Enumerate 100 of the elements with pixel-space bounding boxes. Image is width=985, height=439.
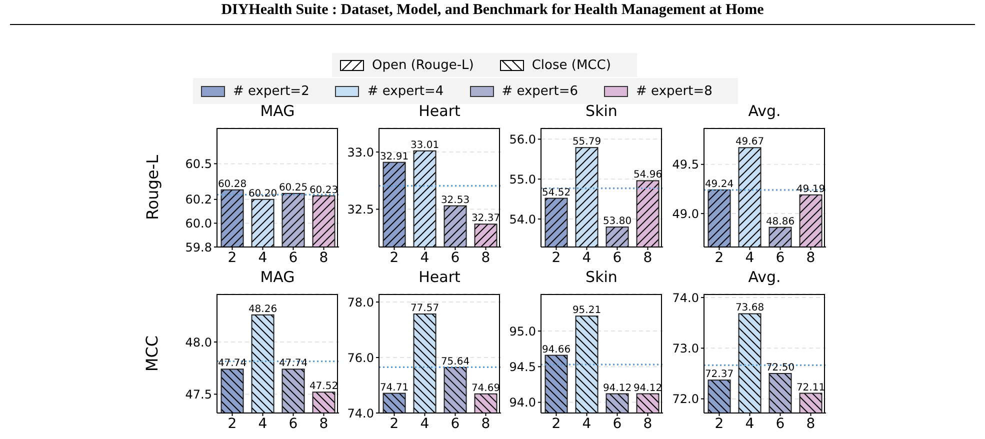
data-label: 72.50: [766, 362, 795, 374]
text: # expert=8: [636, 84, 712, 98]
y-tick-label: 59.8: [185, 240, 212, 254]
x-tick-label: 8: [806, 250, 816, 266]
x-tick-label: 4: [258, 416, 268, 432]
text: # expert=2: [233, 84, 310, 98]
chart-title: Skin: [584, 102, 618, 120]
data-label: 60.25: [278, 182, 308, 194]
data-label: 60.20: [248, 188, 278, 200]
y-tick-label: 49.5: [672, 158, 699, 172]
y-axis-title: Rouge-L: [142, 154, 162, 220]
data-label: 48.26: [248, 304, 278, 315]
y-tick-label: 49.0: [672, 206, 699, 221]
x-tick-label: 2: [228, 250, 237, 266]
data-label: 47.52: [309, 381, 338, 392]
y-tick-label: 32.5: [347, 202, 374, 216]
x-tick-label: 2: [552, 416, 561, 432]
x-tick-label: 4: [582, 416, 592, 432]
data-label: 47.74: [218, 358, 247, 370]
chart-title: Skin: [584, 268, 618, 286]
chart-title: Heart: [418, 268, 462, 286]
x-tick-label: 4: [582, 250, 592, 266]
y-tick-label: 94.0: [509, 396, 536, 410]
y-tick-label: 54.0: [509, 212, 536, 226]
x-tick-label: 4: [745, 416, 754, 432]
y-axis-title: MCC: [142, 335, 162, 372]
y-tick-label: 73.0: [672, 341, 699, 356]
x-tick-label: 4: [420, 416, 430, 432]
x-tick-label: 2: [228, 416, 237, 432]
x-tick-label: 6: [450, 416, 460, 432]
data-label: 47.74: [278, 358, 308, 370]
data-label: 60.23: [309, 184, 338, 196]
x-tick-label: 2: [714, 250, 724, 266]
data-label: 49.67: [735, 136, 764, 148]
data-label: 72.11: [796, 382, 826, 394]
y-tick-label: 60.0: [185, 216, 212, 230]
x-tick-label: 4: [258, 250, 268, 266]
y-tick-label: 60.2: [185, 192, 212, 207]
y-tick-label: 94.5: [509, 360, 536, 374]
data-label: 32.91: [380, 151, 409, 162]
data-label: 49.19: [796, 184, 826, 195]
chart-title: MAG: [259, 102, 296, 120]
text: Open (Rouge-L): [372, 58, 474, 72]
x-tick-label: 8: [806, 416, 816, 432]
x-tick-label: 8: [319, 250, 328, 266]
x-tick-label: 2: [390, 250, 399, 266]
data-label: 48.86: [766, 216, 795, 228]
data-label: 32.53: [440, 194, 470, 206]
text: # expert=6: [502, 84, 578, 98]
data-label: 33.01: [410, 140, 440, 151]
x-tick-label: 6: [776, 416, 785, 432]
data-label: 54.96: [633, 170, 662, 181]
y-tick-label: 72.0: [672, 392, 699, 406]
data-label: 95.21: [572, 305, 602, 316]
chart-title: Heart: [418, 102, 462, 120]
x-tick-label: 2: [552, 250, 561, 266]
data-label: 73.68: [735, 302, 764, 314]
text: DIYHealth Suite : Dataset, Model, and Benchmark for Health Management at Home: [220, 2, 765, 19]
x-tick-label: 6: [450, 250, 460, 266]
data-label: 60.28: [218, 178, 247, 190]
chart-title: Avg.: [747, 268, 782, 286]
x-tick-label: 6: [612, 250, 622, 266]
x-tick-label: 8: [643, 250, 652, 266]
x-tick-label: 8: [481, 250, 490, 266]
data-label: 77.57: [410, 302, 440, 314]
y-tick-label: 56.0: [509, 132, 536, 146]
chart-title: MAG: [259, 268, 296, 286]
x-tick-label: 6: [288, 250, 298, 266]
data-label: 32.37: [471, 213, 500, 224]
y-tick-label: 74.0: [347, 406, 374, 420]
x-tick-label: 4: [745, 250, 754, 266]
y-tick-label: 78.0: [347, 295, 374, 310]
x-tick-label: 8: [481, 416, 490, 432]
data-label: 74.69: [471, 382, 500, 394]
x-tick-label: 2: [390, 416, 399, 432]
chart-title: Avg.: [747, 102, 782, 120]
y-tick-label: 95.0: [509, 324, 536, 338]
x-tick-label: 4: [420, 250, 430, 266]
x-tick-label: 8: [643, 416, 652, 432]
text: # expert=4: [367, 84, 444, 98]
x-tick-label: 8: [319, 416, 328, 432]
data-label: 49.24: [704, 178, 734, 190]
y-tick-label: 55.0: [509, 172, 536, 186]
data-label: 94.12: [602, 382, 632, 394]
x-tick-label: 2: [714, 416, 724, 432]
y-tick-label: 76.0: [347, 350, 374, 365]
data-label: 53.80: [602, 216, 632, 228]
data-label: 94.66: [542, 344, 571, 356]
data-label: 54.52: [542, 187, 571, 198]
x-tick-label: 6: [776, 250, 785, 266]
x-tick-label: 6: [612, 416, 622, 432]
y-tick-label: 48.0: [185, 335, 212, 350]
data-label: 55.79: [572, 136, 602, 148]
y-tick-label: 47.5: [185, 387, 212, 402]
data-label: 75.64: [440, 356, 470, 368]
y-tick-label: 60.5: [185, 156, 212, 171]
y-tick-label: 33.0: [347, 145, 374, 160]
data-label: 72.37: [704, 369, 734, 380]
x-tick-label: 6: [288, 416, 298, 432]
y-tick-label: 74.0: [672, 290, 699, 305]
